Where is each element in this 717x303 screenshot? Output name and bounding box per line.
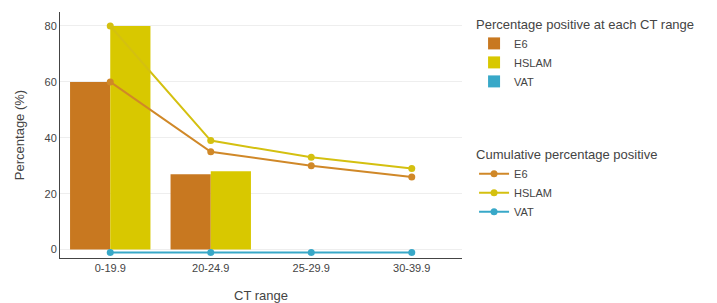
svg-text:Percentage (%): Percentage (%) <box>12 90 27 180</box>
svg-text:E6: E6 <box>514 168 527 180</box>
svg-text:E6: E6 <box>514 38 527 50</box>
svg-text:HSLAM: HSLAM <box>514 187 552 199</box>
svg-text:30-39.9: 30-39.9 <box>393 262 430 274</box>
svg-text:25-29.9: 25-29.9 <box>293 262 330 274</box>
svg-text:VAT: VAT <box>514 76 534 88</box>
svg-text:60: 60 <box>45 76 57 88</box>
svg-text:Percentage positive at each CT: Percentage positive at each CT range <box>476 17 694 32</box>
svg-text:HSLAM: HSLAM <box>514 57 552 69</box>
svg-text:80: 80 <box>45 20 57 32</box>
svg-text:CT range: CT range <box>234 288 288 303</box>
svg-text:40: 40 <box>45 132 57 144</box>
svg-text:VAT: VAT <box>514 206 534 218</box>
svg-text:20: 20 <box>45 188 57 200</box>
svg-text:0: 0 <box>51 243 57 255</box>
svg-text:20-24.9: 20-24.9 <box>192 262 229 274</box>
svg-text:Cumulative percentage positive: Cumulative percentage positive <box>476 147 657 162</box>
svg-text:0-19.9: 0-19.9 <box>95 262 126 274</box>
